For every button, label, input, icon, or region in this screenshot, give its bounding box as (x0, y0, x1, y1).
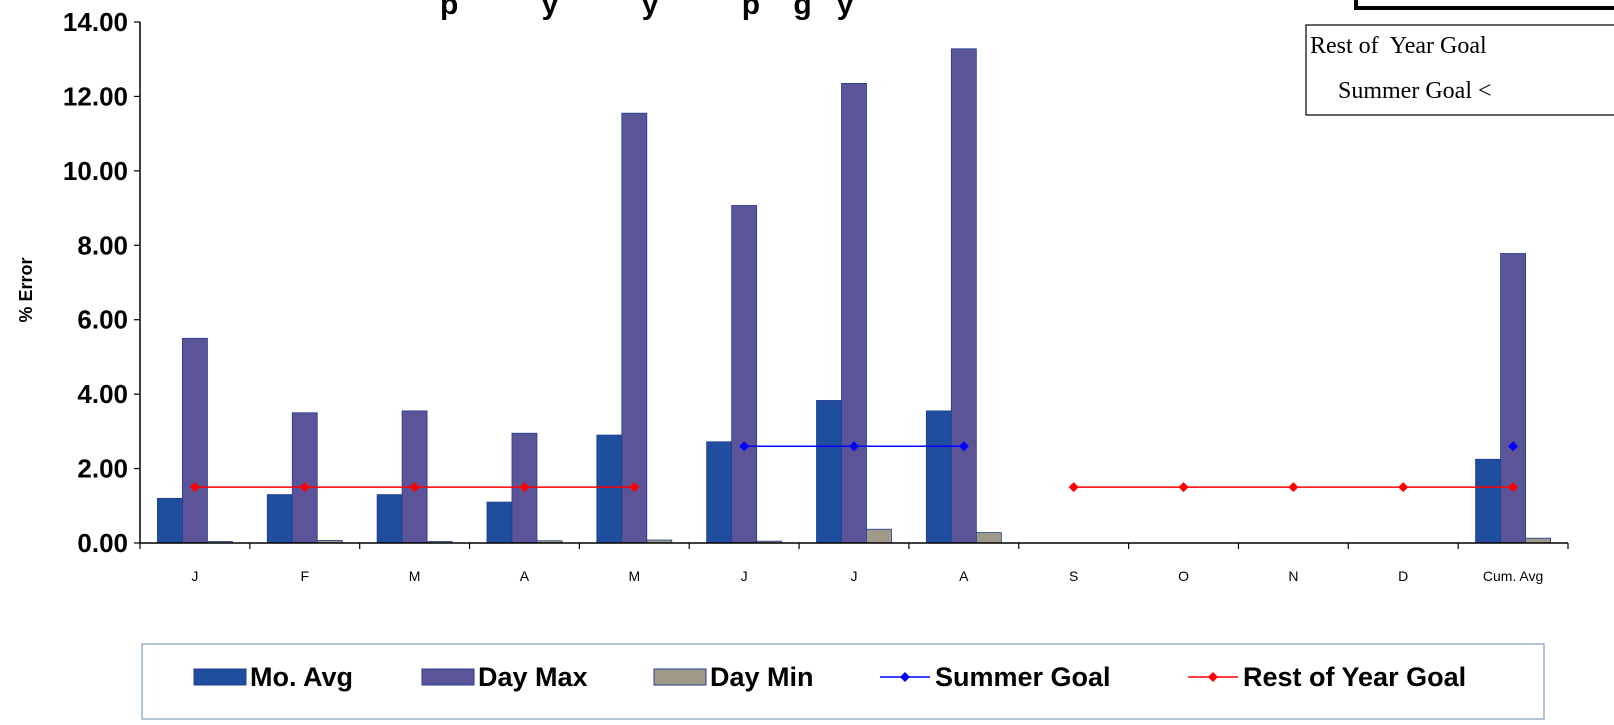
marker-rest-of-year-goal-1 (299, 482, 310, 493)
x-tick-label: D (1398, 568, 1408, 584)
x-tick-label: O (1178, 568, 1189, 584)
bar-day-max-4 (621, 112, 648, 544)
chart-title: p y y p g y (440, 0, 854, 21)
x-tick-label: J (741, 568, 748, 584)
y-tick-label: 10.00 (63, 156, 128, 186)
x-tick-label: M (628, 568, 640, 584)
goal-text-box: Rest of Year Goal Summer Goal < (1305, 24, 1614, 116)
bar-day-min-7 (975, 532, 1002, 544)
x-tick-label: S (1069, 568, 1078, 584)
marker-summer-goal-12 (1508, 441, 1519, 452)
bar-day-min-6 (866, 528, 892, 544)
legend-label-mo-avg: Mo. Avg (250, 662, 353, 692)
bar-day-max-12 (1500, 253, 1526, 544)
legend-label-summer-goal: Summer Goal (935, 662, 1111, 692)
top-right-box (1354, 0, 1614, 10)
x-axis-ticks: J F M A M J J A S O N D Cum. Avg (191, 568, 1543, 584)
marker-rest-of-year-goal-2 (409, 482, 420, 493)
marker-summer-goal-5 (739, 441, 750, 452)
bar-mo-avg-7 (925, 410, 952, 544)
marker-rest-of-year-goal-3 (519, 482, 530, 493)
y-tick-label: 6.00 (77, 305, 128, 335)
marker-rest-of-year-goal-10 (1288, 482, 1299, 493)
bar-day-max-2 (401, 410, 428, 544)
x-tick-label: J (851, 568, 858, 584)
marker-rest-of-year-goal-11 (1398, 482, 1409, 493)
legend-label-rest-of-year-goal: Rest of Year Goal (1243, 662, 1466, 692)
legend: Mo. Avg Day Max Day Min Summer Goal Rest of … (141, 643, 1545, 720)
marker-summer-goal-7 (958, 441, 969, 452)
bar-series (157, 48, 1551, 544)
y-tick-label: 2.00 (77, 454, 128, 484)
x-tick-label: A (520, 568, 530, 584)
legend-marker-summer-goal (900, 672, 910, 682)
marker-rest-of-year-goal-0 (189, 482, 200, 493)
bar-day-max-1 (291, 412, 318, 544)
x-tick-label: N (1288, 568, 1298, 584)
y-tick-label: 14.00 (63, 7, 128, 37)
marker-rest-of-year-goal-9 (1178, 482, 1189, 493)
marker-rest-of-year-goal-4 (629, 482, 640, 493)
goal-lines (189, 441, 1519, 493)
legend-frame (141, 643, 1545, 720)
bar-mo-avg-1 (266, 494, 293, 544)
bar-mo-avg-0 (157, 497, 183, 544)
x-tick-label: M (409, 568, 421, 584)
legend-label-day-min: Day Min (710, 662, 814, 692)
y-axis-ticks: 0.00 2.00 4.00 6.00 8.00 10.00 12.00 14.00 (63, 7, 140, 558)
goal-box-frame (1305, 24, 1614, 116)
y-tick-label: 0.00 (77, 528, 128, 558)
legend-label-day-max: Day Max (478, 662, 588, 692)
goal-box-line-1: Rest of Year Goal (1310, 33, 1487, 59)
y-tick-label: 8.00 (77, 230, 128, 260)
legend-swatch-day-min (653, 668, 707, 686)
bar-mo-avg-12 (1475, 458, 1501, 544)
bar-mo-avg-5 (706, 441, 733, 544)
legend-swatch-day-max (421, 668, 475, 686)
bar-day-max-5 (731, 205, 758, 544)
bar-day-max-6 (841, 83, 867, 544)
legend-swatch-mo-avg (193, 668, 247, 686)
y-tick-label: 4.00 (77, 379, 128, 409)
x-tick-label: F (300, 568, 309, 584)
goal-box-line-2: Summer Goal < (1338, 78, 1492, 104)
bar-mo-avg-3 (486, 501, 513, 544)
axes (139, 22, 1569, 549)
bar-mo-avg-4 (596, 434, 623, 544)
marker-summer-goal-6 (849, 441, 859, 452)
marker-rest-of-year-goal-8 (1068, 482, 1079, 493)
bar-mo-avg-6 (816, 400, 842, 544)
marker-rest-of-year-goal-12 (1508, 482, 1519, 493)
bar-day-max-7 (950, 48, 977, 544)
bar-day-max-0 (182, 337, 208, 544)
x-tick-label: J (191, 568, 198, 584)
x-tick-label: A (959, 568, 969, 584)
y-axis-label: % Error (16, 257, 36, 322)
x-tick-label: Cum. Avg (1483, 568, 1543, 584)
bar-mo-avg-2 (376, 494, 403, 544)
y-tick-label: 12.00 (63, 81, 128, 111)
legend-marker-rest-of-year-goal (1208, 672, 1218, 682)
